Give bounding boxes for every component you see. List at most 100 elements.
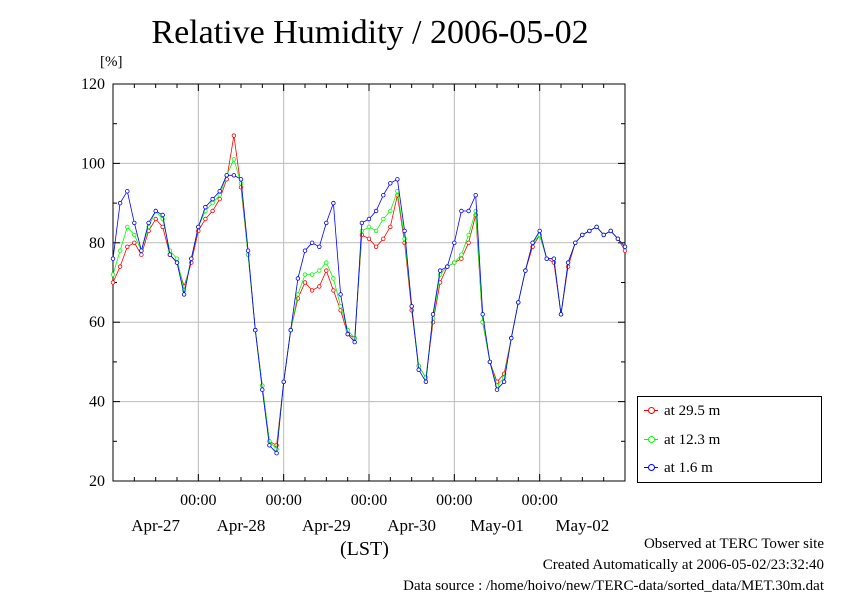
data-point <box>366 216 372 222</box>
data-point <box>117 200 123 206</box>
data-point <box>174 260 180 265</box>
data-point <box>196 224 201 230</box>
y-tick-label: 60 <box>89 314 105 331</box>
data-point <box>622 244 628 249</box>
y-tick-label: 80 <box>89 235 105 252</box>
data-point <box>452 240 457 245</box>
data-point <box>281 379 286 384</box>
data-point <box>338 292 343 297</box>
data-point <box>466 208 471 214</box>
data-point <box>153 216 158 222</box>
data-point <box>274 451 279 456</box>
x-date-label: Apr-28 <box>217 516 266 535</box>
data-point <box>139 252 144 257</box>
data-point <box>324 260 329 265</box>
grid-lines <box>113 84 625 481</box>
data-point <box>295 276 301 281</box>
data-point <box>373 244 379 249</box>
legend-item-s3: at 1.6 m <box>644 458 713 478</box>
data-point <box>494 387 500 392</box>
legend-label-s3: at 1.6 m <box>664 459 713 476</box>
data-point <box>395 177 400 182</box>
x-time-tick-label: 00:00 <box>351 492 387 509</box>
data-point <box>331 200 336 206</box>
legend-swatch-blue <box>644 463 658 473</box>
data-point <box>430 312 436 317</box>
data-point <box>110 280 116 285</box>
data-point <box>501 379 507 384</box>
data-point <box>260 387 265 392</box>
chart-title: Relative Humidity / 2006-05-02 <box>151 14 589 51</box>
data-point <box>345 331 350 337</box>
data-point <box>160 212 165 218</box>
data-point <box>110 272 116 277</box>
data-point <box>487 359 493 365</box>
data-point <box>253 327 258 333</box>
x-date-label: Apr-30 <box>387 516 436 535</box>
data-point <box>210 196 215 202</box>
data-point <box>537 228 542 234</box>
data-point <box>317 268 322 273</box>
x-axis-unit: (LST) <box>340 538 389 560</box>
data-point <box>132 232 137 238</box>
data-point <box>388 208 393 214</box>
x-date-label: Apr-29 <box>302 516 351 535</box>
series-layer <box>110 133 628 456</box>
data-point <box>565 260 571 265</box>
data-point <box>302 272 308 277</box>
data-point <box>146 220 151 226</box>
footer-created: Created Automatically at 2006-05-02/23:3… <box>542 557 824 573</box>
x-time-tick-label: 00:00 <box>436 492 472 509</box>
data-point <box>594 224 599 230</box>
footer-observed: Observed at TERC Tower site <box>643 536 824 552</box>
data-point <box>516 300 521 305</box>
legend-item-s1: at 29.5 m <box>644 401 720 421</box>
data-point <box>267 443 272 448</box>
legend-item-s2: at 12.3 m <box>644 430 720 450</box>
data-point <box>217 196 222 202</box>
data-point <box>622 248 628 253</box>
y-axis-unit: [%] <box>100 54 123 70</box>
data-point <box>245 248 251 253</box>
data-point <box>238 177 244 182</box>
data-point <box>174 256 180 261</box>
data-point <box>231 157 237 162</box>
data-point <box>125 244 130 249</box>
x-date-label: Apr-27 <box>131 516 180 535</box>
y-tick-label: 20 <box>89 473 105 490</box>
data-point <box>381 192 386 198</box>
data-point <box>309 288 315 293</box>
data-point <box>473 192 478 198</box>
data-point <box>373 208 379 214</box>
x-date-label: May-02 <box>555 516 609 535</box>
data-point <box>452 260 457 265</box>
data-point <box>558 312 564 317</box>
data-point <box>210 200 215 206</box>
data-point <box>210 208 215 214</box>
data-point <box>167 252 173 257</box>
data-point <box>359 220 365 226</box>
data-point <box>189 256 194 261</box>
data-point <box>366 236 372 241</box>
legend-label-s2: at 12.3 m <box>664 431 721 448</box>
data-point <box>437 272 443 277</box>
data-point <box>615 236 621 241</box>
data-point <box>608 228 613 234</box>
data-point <box>125 188 130 194</box>
legend: at 29.5 m at 12.3 m at 1.6 m <box>637 396 822 483</box>
data-point <box>466 232 471 238</box>
data-point <box>366 224 372 230</box>
data-point <box>544 256 549 261</box>
data-point <box>466 240 471 245</box>
data-point <box>309 240 315 245</box>
data-point <box>480 312 485 317</box>
data-point <box>423 379 429 384</box>
legend-swatch-green <box>644 435 658 445</box>
footer-source: Data source : /home/hoivo/new/TERC-data/… <box>403 578 824 594</box>
data-point <box>530 240 535 245</box>
data-point <box>153 208 158 214</box>
data-point <box>523 268 528 273</box>
